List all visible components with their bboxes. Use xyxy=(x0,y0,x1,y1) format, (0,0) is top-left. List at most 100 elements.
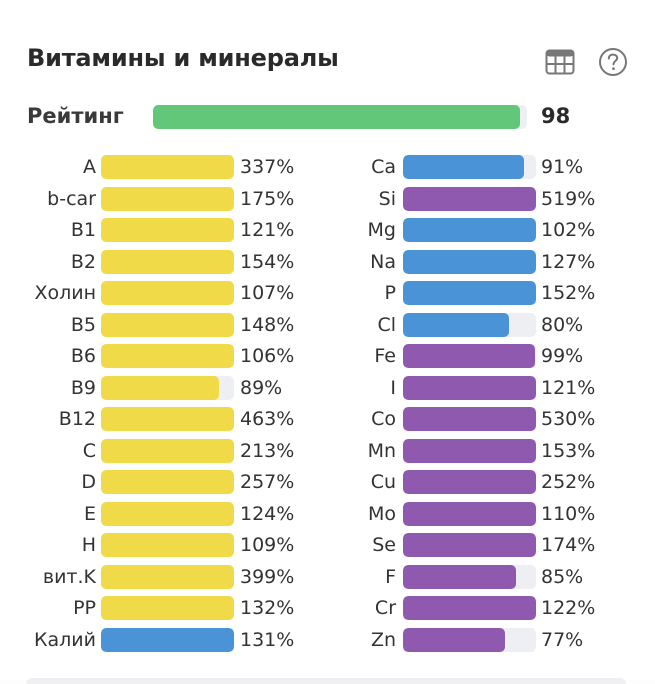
nutrient-percent: 174% xyxy=(541,534,596,556)
nutrient-bar-track xyxy=(403,533,536,557)
nutrient-bar-track xyxy=(101,564,234,589)
nutrient-label: Se xyxy=(372,534,396,556)
help-icon xyxy=(599,48,627,76)
nutrient-bar-track xyxy=(101,344,234,368)
nutrient-bar xyxy=(403,281,536,305)
table-icon xyxy=(545,49,575,75)
nutrient-percent: 77% xyxy=(541,628,584,651)
nutrient-bar-track xyxy=(403,249,536,274)
nutrient-bar xyxy=(403,533,536,557)
nutrient-bar-track xyxy=(101,407,234,431)
nutrient-bar xyxy=(101,438,234,463)
nutrient-label: b-car xyxy=(47,187,96,210)
nutrient-bar-track xyxy=(403,438,536,463)
nutrient-label: Mo xyxy=(367,502,396,525)
nutrient-percent: 89% xyxy=(240,376,283,399)
nutrient-bar-track xyxy=(101,470,234,494)
nutrient-label: вит.K xyxy=(42,565,96,588)
rating-bar-fill xyxy=(153,105,520,129)
nutrient-bar xyxy=(101,533,234,557)
table-view-button[interactable] xyxy=(544,46,576,78)
nutrient-bar xyxy=(101,375,220,400)
nutrient-bar-track xyxy=(101,312,234,337)
nutrient-bar-track xyxy=(101,501,234,526)
nutrient-label: Ca xyxy=(371,156,396,178)
nutrient-bar xyxy=(403,564,517,589)
nutrient-label: Si xyxy=(378,187,396,210)
nutrient-bar xyxy=(403,407,536,431)
nutrient-bar-track xyxy=(403,627,536,652)
nutrient-percent: 121% xyxy=(240,219,295,241)
nutrient-bar xyxy=(403,218,536,242)
nutrient-bar xyxy=(101,186,234,211)
nutrient-bar-track xyxy=(403,564,536,589)
nutrient-bar-track xyxy=(403,407,536,431)
nutrient-percent: 175% xyxy=(240,187,295,210)
nutrient-label: B9 xyxy=(70,376,96,399)
nutrient-bar xyxy=(101,627,234,652)
nutrient-label: Cr xyxy=(374,597,396,619)
nutrient-bar xyxy=(403,249,536,274)
nutrient-label: Cl xyxy=(377,313,396,336)
nutrient-label: I xyxy=(390,376,396,399)
nutrient-bar xyxy=(101,281,234,305)
nutrient-percent: 107% xyxy=(240,282,295,304)
nutrient-bar-track xyxy=(403,375,536,400)
nutrient-label: B5 xyxy=(70,313,96,336)
nutrient-percent: 148% xyxy=(240,313,295,336)
nutrient-label: B12 xyxy=(58,408,96,430)
nutrient-percent: 109% xyxy=(240,534,295,556)
nutrient-bar xyxy=(403,186,536,211)
nutrient-bar xyxy=(403,375,536,400)
nutrient-label: Fe xyxy=(374,345,396,367)
nutrient-label: Cu xyxy=(370,471,396,493)
nutrient-bar-track xyxy=(403,501,536,526)
nutrient-bar xyxy=(403,438,536,463)
nutrient-label: B1 xyxy=(70,219,96,241)
nutrient-percent: 252% xyxy=(541,471,596,493)
nutrient-bar xyxy=(101,155,234,179)
nutrient-bar xyxy=(403,596,536,620)
nutrient-bar-track xyxy=(101,533,234,557)
nutrient-bar-track xyxy=(101,596,234,620)
nutrient-percent: 85% xyxy=(541,565,584,588)
nutrient-label: Холин xyxy=(34,282,96,304)
nutrient-bar xyxy=(403,312,510,337)
nutrient-bar-track xyxy=(403,344,536,368)
nutrient-bar-track xyxy=(403,312,536,337)
nutrient-bar-track xyxy=(403,218,536,242)
nutrient-label: Zn xyxy=(370,628,396,651)
nutrient-label: Na xyxy=(370,250,396,273)
help-button[interactable] xyxy=(597,46,629,78)
nutrient-percent: 106% xyxy=(240,345,295,367)
nutrient-percent: 99% xyxy=(541,345,584,367)
nutrient-percent: 154% xyxy=(240,250,295,273)
nutrient-bar-track xyxy=(101,375,234,400)
nutrient-label: Калий xyxy=(34,628,96,651)
nutrient-bar-track xyxy=(403,470,536,494)
next-card-edge xyxy=(26,678,626,684)
nutrient-label: B6 xyxy=(70,345,96,367)
nutrient-percent: 399% xyxy=(240,565,295,588)
nutrient-bar xyxy=(101,470,234,494)
nutrient-label: Mg xyxy=(367,219,396,241)
nutrient-bar xyxy=(101,564,234,589)
nutrient-bar-track xyxy=(101,438,234,463)
nutrient-percent: 80% xyxy=(541,313,584,336)
nutrient-label: Co xyxy=(371,408,396,430)
nutrient-percent: 131% xyxy=(240,628,295,651)
nutrient-bar-track xyxy=(101,218,234,242)
nutrient-bar xyxy=(403,344,535,368)
nutrient-bar xyxy=(403,501,536,526)
nutrient-bar xyxy=(101,501,234,526)
nutrient-bar-track xyxy=(101,155,234,179)
nutrient-label: D xyxy=(81,471,96,493)
nutrient-label: PP xyxy=(73,597,96,619)
nutrient-bar-track xyxy=(403,155,536,179)
nutrient-bar-track xyxy=(101,186,234,211)
rating-bar xyxy=(153,105,527,129)
nutrient-percent: 530% xyxy=(541,408,596,430)
nutrient-label: P xyxy=(384,282,396,304)
nutrient-percent: 519% xyxy=(541,187,596,210)
